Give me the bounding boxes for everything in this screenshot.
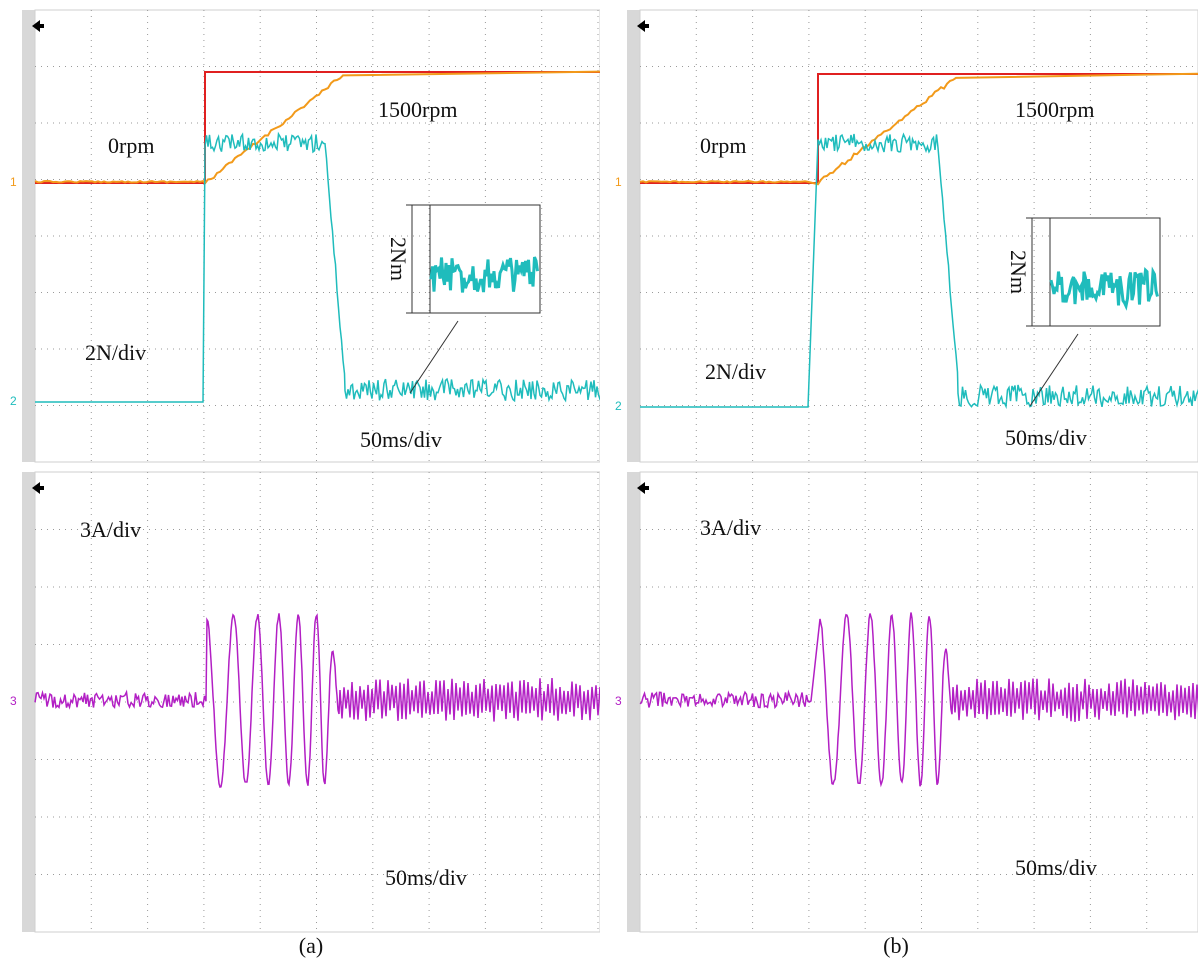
inset-label: 2Nm <box>386 237 411 281</box>
current-scale-label: 3A/div <box>80 517 141 542</box>
channel-marker: 2 <box>615 399 622 413</box>
speed-start-label: 0rpm <box>700 133 746 158</box>
inset-label: 2Nm <box>1006 250 1031 294</box>
inset-box <box>430 205 540 313</box>
caption: (b) <box>883 933 909 958</box>
speed-end-label: 1500rpm <box>1015 97 1094 122</box>
scope-strip <box>22 10 35 462</box>
torque-scale-label: 2N/div <box>705 359 766 384</box>
panel: 1 2 2Nm 0rpm 1500rpm 2N/div 50ms/div 3 3A/div 50m… <box>10 10 640 932</box>
caption: (a) <box>299 933 323 958</box>
time-scale-label: 50ms/div <box>385 865 467 890</box>
time-scale-label: 50ms/div <box>1005 425 1087 450</box>
time-scale-label: 50ms/div <box>360 427 442 452</box>
scope-strip <box>22 472 35 932</box>
time-scale-label: 50ms/div <box>1015 855 1097 880</box>
current-scale-label: 3A/div <box>700 515 761 540</box>
inset-box <box>1050 218 1160 326</box>
channel-marker: 3 <box>10 694 17 708</box>
speed-start-label: 0rpm <box>108 133 154 158</box>
scope-strip <box>627 10 640 462</box>
channel-marker: 1 <box>10 175 17 189</box>
figure: 1 2 2Nm 0rpm 1500rpm 2N/div 50ms/div 3 3A/div 50m… <box>0 0 1198 961</box>
channel-marker: 2 <box>10 394 17 408</box>
panel: 1 2 2Nm 0rpm 1500rpm 2N/div 50ms/div 3 3A/div 50m… <box>615 10 1198 932</box>
torque-scale-label: 2N/div <box>85 340 146 365</box>
scope-strip <box>627 472 640 932</box>
channel-marker: 3 <box>615 694 622 708</box>
channel-marker: 1 <box>615 175 622 189</box>
speed-end-label: 1500rpm <box>378 97 457 122</box>
page: {"panels": [ {"caption": "(a)", "torque"… <box>0 0 1198 961</box>
